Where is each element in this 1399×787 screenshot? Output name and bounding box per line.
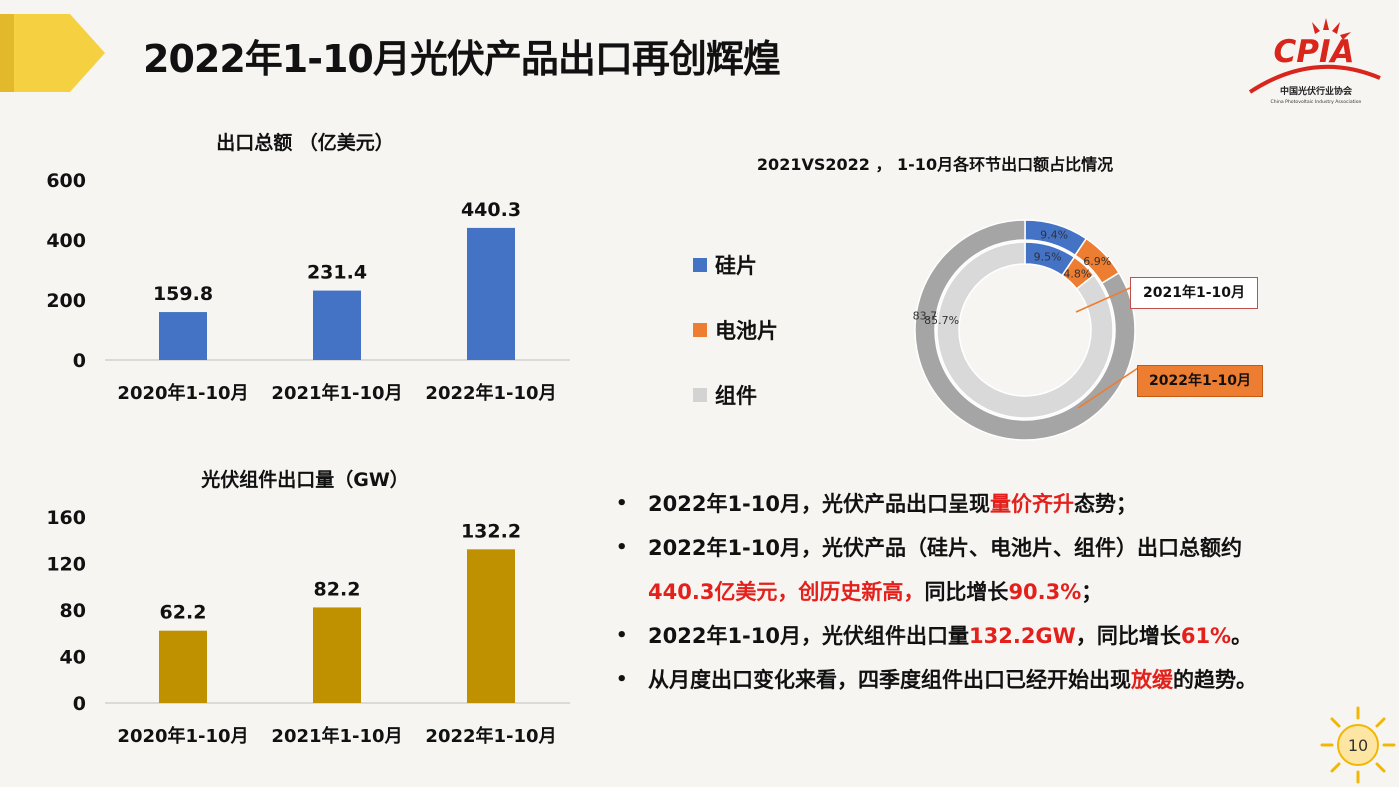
- sun-icon: [1320, 706, 1396, 784]
- share-donut-chart: 9.4%6.9%83.7%9.5%4.8%85.7%: [913, 219, 1136, 441]
- bullet-text: 2022年1-10月，光伏产品（硅片、电池片、组件）出口总额约: [648, 536, 1242, 560]
- summary-bullet: 2022年1-10月，光伏组件出口量132.2GW，同比增长61%。: [612, 614, 1372, 658]
- highlight-text: 440.3亿美元，创历史新高，: [648, 580, 925, 604]
- x-category-label: 2021年1-10月: [271, 725, 402, 747]
- summary-bullet: 2022年1-10月，光伏产品出口呈现量价齐升态势；: [612, 482, 1372, 526]
- page-number: 10: [1348, 736, 1368, 755]
- export-value-chart-title: 出口总额 （亿美元）: [216, 132, 394, 154]
- bullet-text: 2022年1-10月，光伏组件出口量: [648, 624, 969, 648]
- legend-swatch-module: [693, 388, 707, 402]
- cpia-logo: CPIA 中国光伏行业协会 China Photovoltaic Industr…: [1248, 18, 1381, 105]
- y-tick-label: 400: [46, 230, 86, 252]
- donut-slice-label: 4.8%: [1063, 268, 1091, 281]
- x-category-label: 2020年1-10月: [117, 725, 248, 747]
- bar-value-label: 132.2: [461, 520, 521, 542]
- logo-wordmark: CPIA: [1274, 34, 1355, 70]
- highlight-text: 放缓: [1131, 668, 1173, 692]
- donut-slice-label: 85.7%: [924, 314, 959, 327]
- legend-label-module: 组件: [715, 384, 757, 408]
- y-tick-label: 80: [60, 600, 86, 622]
- bullet-text: ；: [1081, 580, 1103, 604]
- share-chart-title: 2021VS2022 ， 1-10月各环节出口额占比情况: [756, 155, 1114, 174]
- donut-slice-label: 9.5%: [1034, 250, 1062, 263]
- legend-item-module: 组件: [693, 380, 757, 410]
- highlight-text: 90.3%: [1008, 580, 1082, 604]
- legend-item-wafer: 硅片: [693, 250, 757, 280]
- y-tick-label: 160: [46, 507, 86, 529]
- y-tick-label: 0: [73, 693, 86, 715]
- donut-slice-label: 9.4%: [1040, 228, 1068, 241]
- logo-subtitle-en: China Photovoltaic Industry Association: [1271, 99, 1362, 105]
- bar-value-label: 231.4: [307, 262, 367, 284]
- highlight-text: 61%: [1180, 624, 1232, 648]
- bar: [467, 549, 515, 703]
- y-tick-label: 200: [46, 290, 86, 312]
- module-volume-bar-chart: 0 40 80 120 160 62.2 2020年1-10月 82.2 2021年1-10月 1…: [46, 507, 570, 747]
- summary-bullet: 440.3亿美元，创历史新高，同比增长90.3%；: [612, 570, 1372, 614]
- export-value-bar-chart: 0 200 400 600 159.8 2020年1-10月 231.4 2021年1-10月…: [46, 170, 570, 404]
- legend-label-wafer: 硅片: [715, 254, 757, 278]
- bar-value-label: 440.3: [461, 199, 521, 221]
- summary-bullet: 从月度出口变化来看，四季度组件出口已经开始出现放缓的趋势。: [612, 658, 1372, 702]
- donut-slice-label: 6.9%: [1083, 255, 1111, 268]
- highlight-text: 量价齐升: [990, 492, 1074, 516]
- ring-label-2022: 2022年1-10月: [1137, 365, 1263, 397]
- bullet-text: 同比增长: [924, 580, 1009, 604]
- bullet-text: ，同比增长: [1075, 624, 1181, 648]
- bullet-text: 2022年1-10月，光伏产品出口呈现: [648, 492, 990, 516]
- legend-swatch-wafer: [693, 258, 707, 272]
- donut-slice-outer: [914, 219, 1136, 441]
- x-category-label: 2021年1-10月: [271, 382, 402, 404]
- donut-slice-inner: [936, 241, 1114, 419]
- x-category-label: 2022年1-10月: [425, 382, 556, 404]
- page-title: 2022年1-10月光伏产品出口再创辉煌: [143, 37, 781, 81]
- highlight-text: 132.2GW: [969, 624, 1076, 648]
- bullet-text: 从月度出口变化来看，四季度组件出口已经开始出现: [648, 668, 1131, 692]
- summary-bullet-list: 2022年1-10月，光伏产品出口呈现量价齐升态势；2022年1-10月，光伏产…: [612, 482, 1372, 702]
- bullet-text: 态势；: [1074, 492, 1137, 516]
- logo-subtitle-cn: 中国光伏行业协会: [1280, 85, 1353, 97]
- page-number-badge: 10: [1320, 706, 1396, 784]
- bar-value-label: 62.2: [160, 602, 207, 624]
- module-volume-chart-title: 光伏组件出口量（GW）: [201, 469, 409, 491]
- bar-value-label: 159.8: [153, 283, 213, 305]
- y-tick-label: 40: [60, 647, 86, 669]
- bar: [467, 227, 515, 360]
- bar: [313, 290, 361, 360]
- legend-item-cell: 电池片: [693, 315, 778, 345]
- bullet-text: 。: [1231, 624, 1253, 648]
- y-tick-label: 120: [46, 554, 86, 576]
- ring-label-2021: 2021年1-10月: [1130, 277, 1258, 309]
- title-arrow-decoration: [0, 14, 105, 92]
- bar: [313, 607, 361, 703]
- x-category-label: 2020年1-10月: [117, 382, 248, 404]
- bullet-text: 的趋势。: [1173, 668, 1257, 692]
- bar: [159, 630, 207, 703]
- summary-bullet: 2022年1-10月，光伏产品（硅片、电池片、组件）出口总额约: [612, 526, 1372, 570]
- logo-sun-rays-icon: [1312, 18, 1351, 40]
- x-category-label: 2022年1-10月: [425, 725, 556, 747]
- legend-label-cell: 电池片: [715, 319, 778, 343]
- ring-callout-lines: [1075, 287, 1139, 409]
- bar: [159, 312, 207, 360]
- y-tick-label: 0: [73, 350, 86, 372]
- bar-value-label: 82.2: [314, 578, 361, 600]
- legend-swatch-cell: [693, 323, 707, 337]
- y-tick-label: 600: [46, 170, 86, 192]
